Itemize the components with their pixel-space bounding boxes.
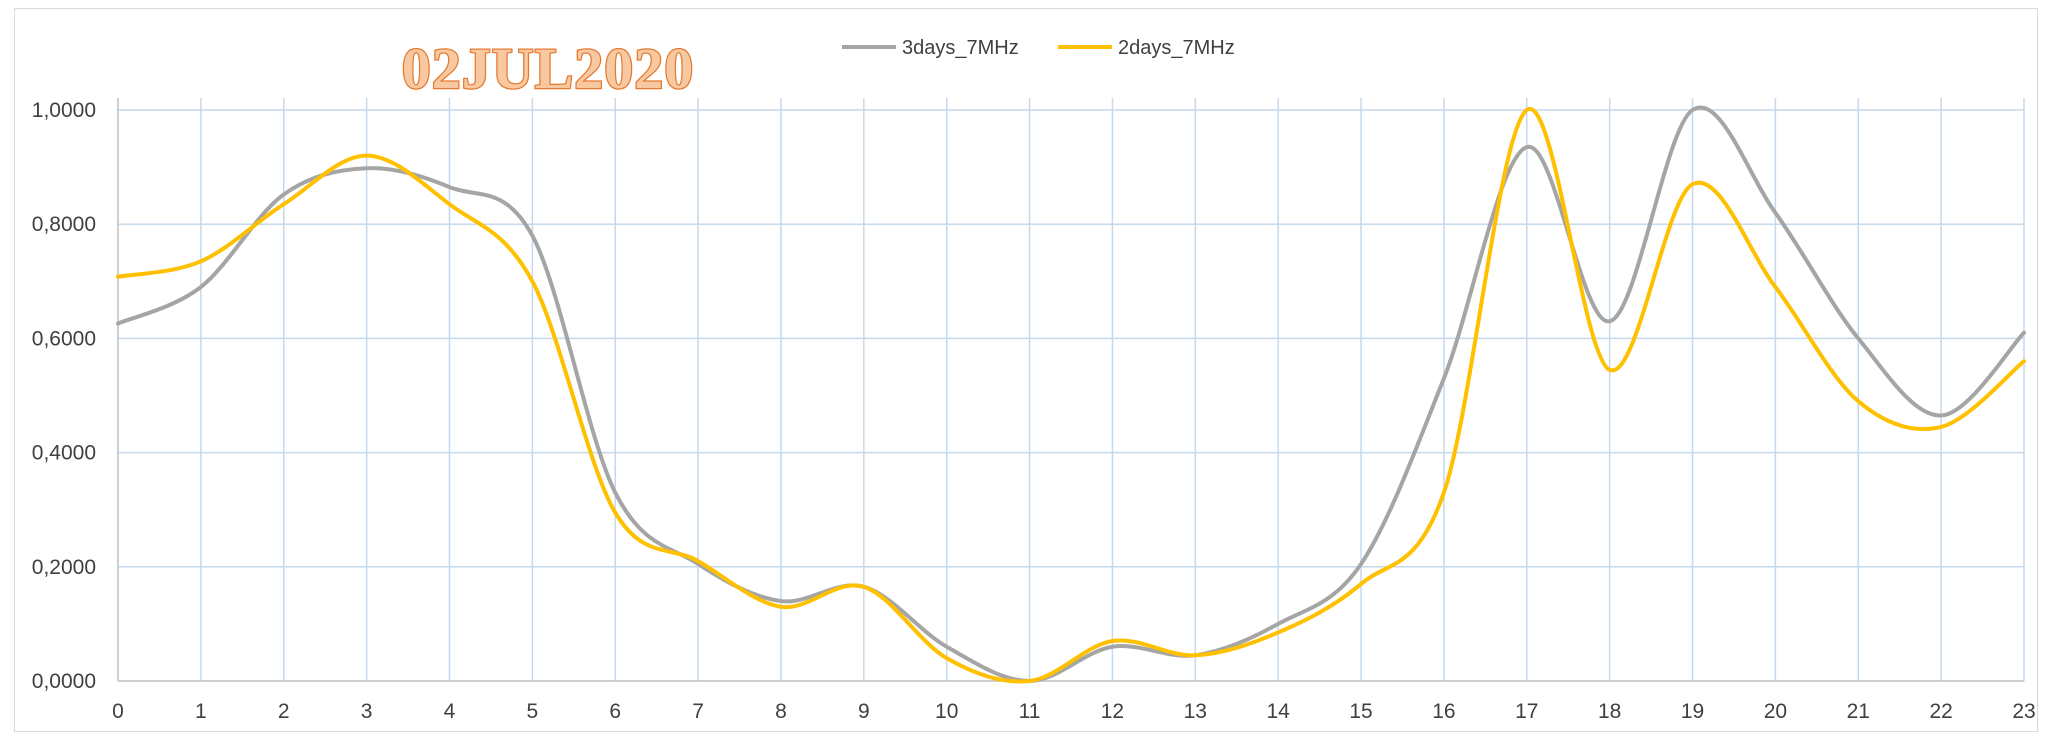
x-tick-label: 8 (775, 700, 787, 723)
axes (117, 98, 2024, 682)
x-tick-label: 2 (278, 700, 290, 723)
y-axis-tick-labels: 0,0000 0,2000 0,4000 0,6000 0,8000 1,0000 (32, 99, 96, 693)
x-tick-label: 23 (2012, 700, 2035, 723)
x-tick-label: 5 (527, 700, 539, 723)
y-tick-label: 0,2000 (32, 556, 96, 579)
x-tick-label: 4 (444, 700, 456, 723)
x-tick-label: 12 (1101, 700, 1124, 723)
x-tick-label: 18 (1598, 700, 1621, 723)
y-tick-label: 0,0000 (32, 670, 96, 693)
y-tick-label: 1,0000 (32, 99, 96, 122)
x-tick-label: 17 (1515, 700, 1538, 723)
x-tick-label: 10 (935, 700, 958, 723)
legend: 3days_7MHz 2days_7MHz (842, 37, 1235, 59)
x-tick-label: 1 (195, 700, 207, 723)
series-lines (116, 105, 2026, 684)
legend-label: 2days_7MHz (1118, 37, 1235, 59)
x-tick-label: 21 (1847, 700, 1870, 723)
horizontal-gridlines (118, 109, 2024, 568)
y-tick-label: 0,6000 (32, 327, 96, 350)
x-tick-label: 7 (692, 700, 704, 723)
chart-title: 02JUL2020 (402, 36, 695, 101)
y-tick-label: 0,8000 (32, 213, 96, 236)
series-line-2 (116, 107, 2026, 684)
chart-frame (14, 8, 2038, 732)
x-tick-label: 9 (858, 700, 870, 723)
x-tick-label: 13 (1184, 700, 1207, 723)
x-tick-label: 20 (1764, 700, 1787, 723)
x-tick-label: 19 (1681, 700, 1704, 723)
y-tick-label: 0,4000 (32, 442, 96, 465)
series-line-1 (116, 105, 2026, 683)
legend-label: 3days_7MHz (902, 37, 1019, 59)
x-tick-label: 22 (1929, 700, 1952, 723)
x-tick-label: 11 (1019, 700, 1041, 723)
x-axis-tick-labels: 0 1 2 3 4 5 6 7 8 9 10 11 12 13 14 15 16 17 18 19 20 21 22 23 (112, 700, 2036, 723)
x-tick-label: 3 (361, 700, 373, 723)
x-tick-label: 14 (1266, 700, 1290, 723)
x-tick-label: 6 (609, 700, 621, 723)
x-tick-label: 15 (1349, 700, 1372, 723)
vertical-gridlines (200, 98, 2025, 681)
x-tick-label: 0 (112, 700, 124, 723)
x-tick-label: 16 (1432, 700, 1455, 723)
